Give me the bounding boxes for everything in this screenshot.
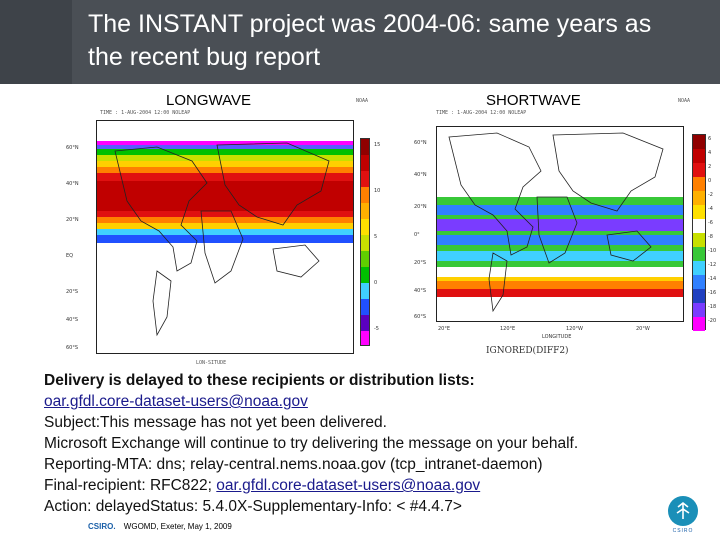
shortwave-fine-header: TIME : 1-AUG-2004 12:00 NOLEAP bbox=[436, 110, 527, 116]
longwave-lat-tick: 20°S bbox=[66, 289, 79, 295]
band bbox=[97, 145, 353, 149]
shortwave-map bbox=[436, 126, 684, 322]
band bbox=[97, 181, 353, 211]
shortwave-lon-tick: 120°W bbox=[566, 326, 583, 332]
shortwave-bottom-text: IGNORED(DIFF2) bbox=[486, 346, 569, 356]
shortwave-lon-label: LONGITUDE bbox=[542, 334, 572, 340]
shortwave-figure: SHORTWAVE TIME : 1-AUG-2004 12:00 NOLEAP… bbox=[396, 92, 718, 374]
shortwave-colorbar-tick: -14 bbox=[708, 276, 717, 282]
longwave-lat-tick: EQ bbox=[66, 253, 74, 259]
slide-title: The INSTANT project was 2004-06: same ye… bbox=[88, 8, 718, 74]
longwave-logo-text: NOAA bbox=[356, 98, 369, 104]
shortwave-colorbar-tick: -8 bbox=[708, 234, 713, 240]
final-recipient-prefix: Final-recipient: RFC822; bbox=[44, 477, 217, 494]
title-line-2: the recent bug report bbox=[88, 43, 321, 71]
notice-line-6: Final-recipient: RFC822; oar.gfdl.core-d… bbox=[44, 475, 714, 496]
shortwave-colorbar-tick: 4 bbox=[708, 150, 712, 156]
longwave-lat-tick: 40°S bbox=[66, 317, 79, 323]
notice-line-1: Delivery is delayed to these recipients … bbox=[44, 372, 475, 389]
shortwave-colorbar-tick: -16 bbox=[708, 290, 717, 296]
shortwave-colorbar-tick: -18 bbox=[708, 304, 717, 310]
band bbox=[437, 281, 683, 289]
shortwave-lat-tick: 20°N bbox=[414, 204, 427, 210]
shortwave-label: SHORTWAVE bbox=[486, 92, 581, 109]
longwave-bottom-text: LON-SITUDE bbox=[196, 360, 227, 366]
title-band bbox=[0, 0, 720, 84]
longwave-colorbar-tick: -5 bbox=[374, 326, 379, 332]
band bbox=[97, 161, 353, 167]
band bbox=[437, 277, 683, 281]
longwave-lat-tick: 60°N bbox=[66, 145, 79, 151]
shortwave-lat-tick: 40°N bbox=[414, 172, 427, 178]
longwave-fine-header: TIME : 1-AUG-2004 12:00 NOLEAP bbox=[100, 110, 191, 116]
longwave-colorbar-tick: 5 bbox=[374, 234, 378, 240]
band bbox=[97, 149, 353, 155]
longwave-label: LONGWAVE bbox=[166, 92, 252, 109]
title-accent bbox=[0, 0, 72, 84]
shortwave-lat-tick: 60°S bbox=[414, 314, 427, 320]
shortwave-lon-tick: 20°W bbox=[636, 326, 650, 332]
shortwave-colorbar-tick: 6 bbox=[708, 136, 712, 142]
final-recipient-link[interactable]: oar.gfdl.core-dataset-users@noaa.gov bbox=[216, 477, 481, 494]
notice-line-5: Reporting-MTA: dns; relay-central.nems.n… bbox=[44, 456, 543, 473]
band bbox=[97, 211, 353, 217]
longwave-lat-tick: 40°N bbox=[66, 181, 79, 187]
band bbox=[97, 173, 353, 181]
shortwave-logo-text: NOAA bbox=[678, 98, 691, 104]
longwave-map bbox=[96, 120, 354, 354]
shortwave-lat-tick: 40°S bbox=[414, 288, 427, 294]
shortwave-colorbar-tick: -4 bbox=[708, 206, 713, 212]
shortwave-lon-tick: 20°E bbox=[438, 326, 451, 332]
csiro-logo-text: CSIRO bbox=[672, 528, 694, 534]
longwave-colorbar bbox=[360, 138, 370, 346]
footer-brand: CSIRO. bbox=[88, 522, 116, 531]
notice-line-2: oar.gfdl.core-dataset-users@noaa.gov bbox=[44, 391, 714, 412]
band bbox=[97, 235, 353, 243]
longwave-lat-tick: 60°S bbox=[66, 345, 79, 351]
coastline-overlay bbox=[448, 132, 664, 313]
notice-line-3: Subject:This message has not yet been de… bbox=[44, 414, 387, 431]
shortwave-lat-tick: 0° bbox=[414, 232, 420, 238]
shortwave-colorbar-tick: -10 bbox=[708, 248, 717, 254]
band bbox=[97, 155, 353, 161]
band bbox=[437, 219, 683, 231]
shortwave-lat-tick: 60°N bbox=[414, 140, 427, 146]
band bbox=[437, 289, 683, 297]
band bbox=[97, 167, 353, 173]
shortwave-colorbar-tick: 2 bbox=[708, 164, 712, 170]
shortwave-lat-tick: 20°S bbox=[414, 260, 427, 266]
band bbox=[97, 229, 353, 235]
shortwave-colorbar-tick: -20 bbox=[708, 318, 717, 324]
shortwave-colorbar-tick: 0 bbox=[708, 178, 712, 184]
csiro-logo-icon bbox=[668, 496, 698, 526]
notice-line-7: Action: delayedStatus: 5.4.0X-Supplement… bbox=[44, 498, 462, 515]
shortwave-colorbar-tick: -6 bbox=[708, 220, 713, 226]
delivery-notice: Delivery is delayed to these recipients … bbox=[44, 370, 714, 517]
shortwave-lon-tick: 120°E bbox=[500, 326, 516, 332]
shortwave-colorbar bbox=[692, 134, 706, 331]
title-line-1: The INSTANT project was 2004-06: same ye… bbox=[88, 10, 652, 38]
band bbox=[97, 217, 353, 223]
band bbox=[97, 223, 353, 229]
band bbox=[97, 141, 353, 145]
notice-line-4: Microsoft Exchange will continue to try … bbox=[44, 435, 579, 452]
footer-text: WGOMD, Exeter, May 1, 2009 bbox=[123, 522, 232, 531]
coastline-overlay bbox=[114, 142, 330, 337]
band bbox=[437, 235, 683, 245]
longwave-colorbar-tick: 10 bbox=[374, 188, 381, 194]
longwave-colorbar-tick: 0 bbox=[374, 280, 378, 286]
longwave-figure: LONGWAVE TIME : 1-AUG-2004 12:00 NOLEAP … bbox=[64, 92, 386, 374]
band bbox=[437, 205, 683, 215]
shortwave-colorbar-tick: -2 bbox=[708, 192, 713, 198]
shortwave-colorbar-tick: -12 bbox=[708, 262, 717, 268]
recipient-link[interactable]: oar.gfdl.core-dataset-users@noaa.gov bbox=[44, 393, 308, 410]
longwave-colorbar-tick: 15 bbox=[374, 142, 381, 148]
footer: CSIRO. WGOMD, Exeter, May 1, 2009 bbox=[88, 522, 232, 531]
longwave-lat-tick: 20°N bbox=[66, 217, 79, 223]
